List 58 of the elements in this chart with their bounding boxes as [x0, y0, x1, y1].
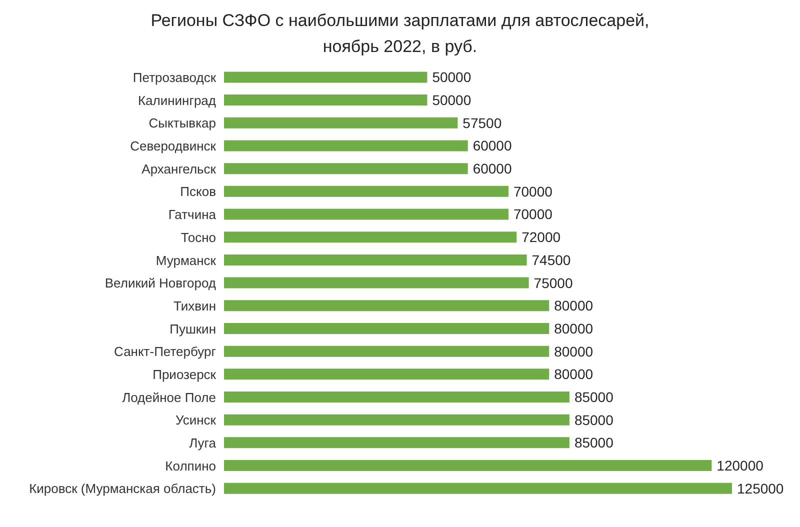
y-tick-label: Мурманск: [156, 252, 216, 268]
data-label: 57500: [462, 114, 502, 131]
y-tick-label: Петрозаводск: [132, 70, 216, 86]
data-label: 50000: [432, 69, 472, 86]
y-tick-label: Лодейное Поле: [122, 390, 216, 405]
y-tick-label: Пушкин: [170, 321, 216, 336]
data-label: 85000: [574, 412, 614, 428]
data-label: 80000: [554, 366, 594, 382]
y-tick-label: Тосно: [180, 230, 216, 245]
bar: [224, 300, 550, 312]
y-tick-label: Усинск: [175, 412, 216, 428]
bar: [224, 368, 550, 380]
data-label: 50000: [432, 92, 472, 108]
data-label: 70000: [513, 206, 553, 222]
data-label: 80000: [554, 343, 594, 360]
y-tick-label: Санкт-Петербург: [114, 344, 216, 360]
bar: [224, 208, 508, 220]
bar: [224, 346, 550, 357]
y-tick-label: Северодвинск: [130, 138, 216, 154]
y-tick-label: Тихвин: [174, 298, 216, 314]
bar: [224, 94, 428, 106]
y-tick-label: Луга: [189, 436, 217, 451]
bar: [224, 254, 527, 266]
data-label: 125000: [737, 480, 784, 496]
data-label: 70000: [513, 183, 553, 200]
y-tick-label: Великий Новгород: [104, 276, 216, 291]
y-tick-label: Приозерск: [152, 366, 216, 382]
bar: [224, 72, 428, 83]
bar: [224, 277, 529, 288]
data-label: 85000: [574, 434, 614, 451]
y-tick-label: Псков: [180, 184, 216, 200]
data-label: 72000: [522, 229, 561, 246]
data-label: 80000: [554, 320, 594, 336]
bar: [224, 232, 517, 243]
y-tick-label: Сыктывкар: [148, 116, 216, 131]
data-label: 60000: [472, 160, 512, 177]
bar: [224, 437, 570, 448]
bar: [224, 460, 712, 472]
y-tick-label: Колпино: [165, 458, 216, 474]
bar: [224, 186, 508, 197]
bar: [224, 163, 468, 174]
y-tick-label: Архангельск: [142, 161, 216, 176]
bar: [224, 140, 468, 152]
y-tick-label: Калининград: [138, 92, 216, 108]
bar: [224, 322, 550, 334]
data-label: 120000: [716, 457, 764, 474]
y-tick-label: Кировск (Мурманская область): [29, 481, 216, 496]
data-label: 74500: [532, 252, 571, 268]
data-label: 75000: [534, 274, 573, 291]
data-label: 85000: [574, 388, 614, 405]
chart-title: Регионы СЗФО с наибольшими зарплатами для автослесарей, ноябрь 2022, в руб.: [150, 10, 650, 58]
data-label: 60000: [472, 138, 512, 154]
bar: [224, 117, 458, 128]
y-tick-label: Гатчина: [168, 207, 217, 222]
bar: [224, 482, 732, 494]
bar: [224, 414, 570, 426]
data-label: 80000: [554, 298, 594, 314]
bar: [224, 392, 570, 402]
